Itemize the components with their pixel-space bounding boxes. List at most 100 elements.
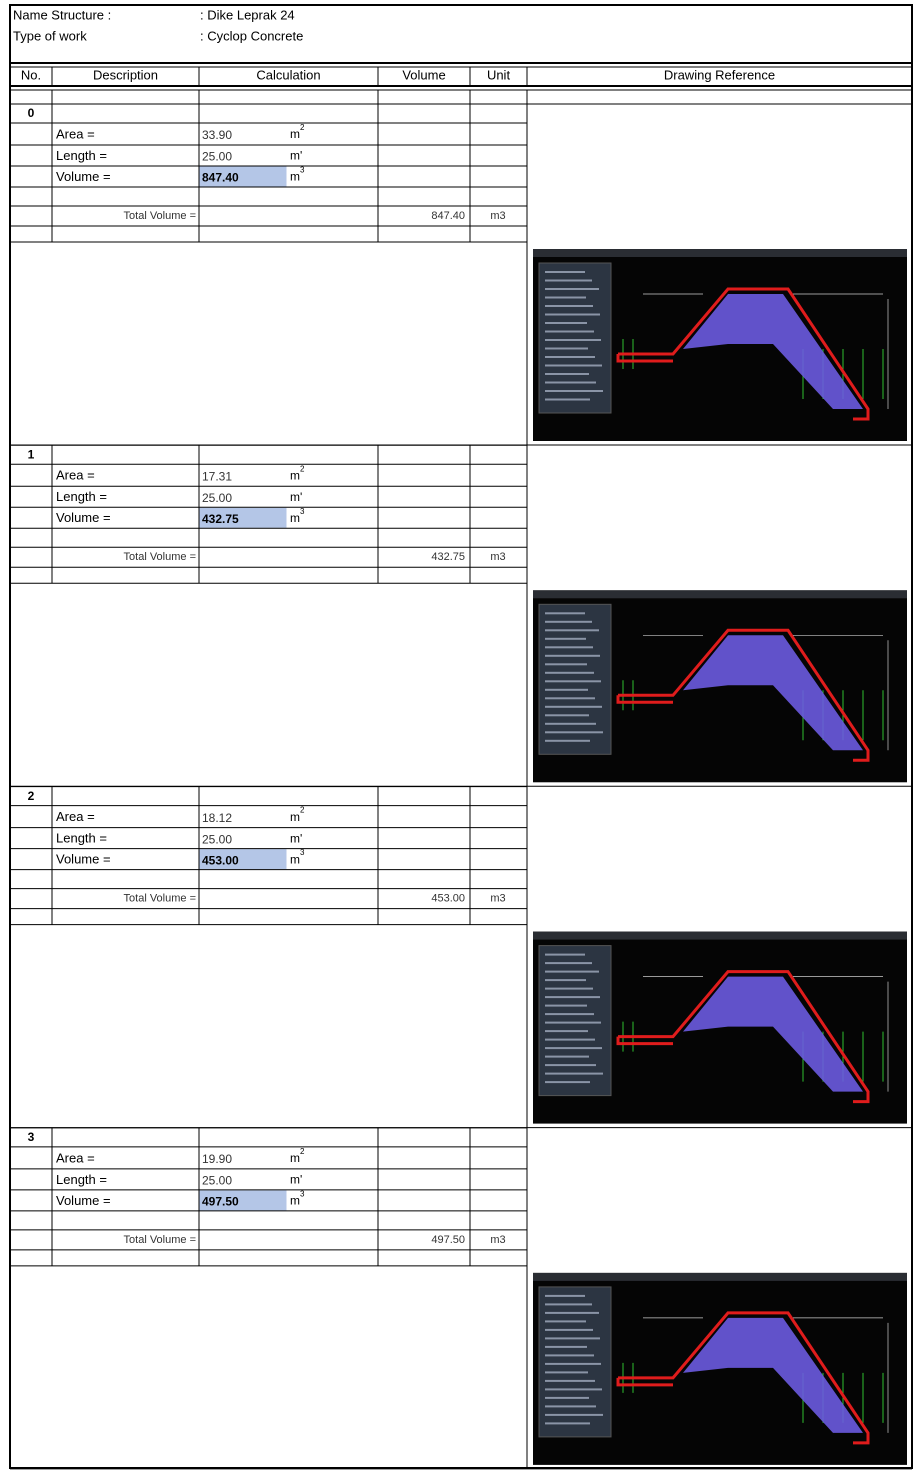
- panel-line: [545, 1038, 595, 1041]
- highlight-cell: [199, 1190, 287, 1211]
- calc-unit: m: [290, 511, 300, 525]
- dike-outline: [616, 628, 870, 762]
- panel-line: [545, 1413, 603, 1416]
- calc-unit-sup: 3: [300, 848, 305, 857]
- panel-line: [545, 722, 596, 725]
- section-no: 3: [28, 1130, 35, 1144]
- total-unit: m3: [490, 893, 505, 905]
- calc-value: 25.00: [202, 150, 232, 164]
- calc-value: 25.00: [202, 491, 232, 505]
- panel-line: [545, 1021, 601, 1024]
- highlight-cell: [199, 166, 287, 187]
- section-no: 1: [28, 447, 35, 461]
- drawing-image: [533, 249, 907, 441]
- total-label: Total Volume =: [124, 1234, 196, 1246]
- panel-line: [545, 1055, 589, 1058]
- panel-line: [545, 970, 599, 973]
- panel-line: [545, 1362, 601, 1365]
- panel-line: [545, 1294, 585, 1297]
- total-unit: m3: [490, 210, 505, 222]
- panel-line: [545, 288, 599, 290]
- panel-line: [545, 313, 600, 316]
- drawing-image: [533, 1272, 907, 1465]
- panel-line: [545, 305, 593, 307]
- name-label: Name Structure :: [13, 7, 111, 22]
- calc-unit-sup: 3: [300, 1190, 305, 1199]
- panel-line: [545, 714, 589, 717]
- panel-line: [545, 339, 601, 341]
- panel-line: [545, 705, 602, 708]
- calc-label: Length =: [56, 831, 107, 846]
- panel-line: [545, 398, 590, 401]
- calc-unit: m: [290, 810, 300, 824]
- column-header: Volume: [402, 67, 445, 82]
- calc-unit-sup: 2: [300, 1147, 305, 1156]
- drawing-image: [533, 590, 907, 783]
- dimension-line: [643, 976, 889, 1092]
- panel-line: [545, 1311, 599, 1314]
- calc-value: 25.00: [202, 832, 232, 846]
- type-value: : Cyclop Concrete: [200, 28, 303, 43]
- panel-line: [545, 364, 602, 367]
- total-value: 847.40: [431, 210, 465, 222]
- panel-line: [545, 1405, 596, 1408]
- panel-line: [545, 390, 603, 392]
- total-label: Total Volume =: [124, 210, 196, 222]
- panel-line: [545, 1013, 594, 1016]
- panel-line: [545, 1030, 588, 1033]
- calc-label: Volume =: [56, 169, 111, 184]
- calc-value: 18.12: [202, 811, 232, 825]
- panel-line: [545, 1337, 600, 1340]
- image-titlebar: [533, 590, 907, 599]
- section-no: 0: [28, 106, 35, 120]
- dike-body: [683, 1317, 863, 1433]
- dike-outline: [616, 1311, 870, 1445]
- panel-line: [545, 1072, 603, 1075]
- calc-unit: m': [290, 1173, 302, 1187]
- image-titlebar: [533, 931, 907, 940]
- calc-value: 17.31: [202, 469, 232, 483]
- panel-line: [545, 1064, 596, 1067]
- panel-line: [545, 322, 587, 324]
- total-label: Total Volume =: [124, 893, 196, 905]
- calc-value: 25.00: [202, 1174, 232, 1188]
- calc-unit: m: [290, 468, 300, 482]
- dike-body: [683, 294, 863, 409]
- dimension-line: [643, 1317, 889, 1433]
- calc-label: Area =: [56, 809, 95, 824]
- panel-line: [545, 629, 599, 632]
- calc-unit: m': [290, 490, 302, 504]
- calc-unit-sup: 2: [300, 464, 305, 473]
- calc-unit: m': [290, 831, 302, 845]
- calc-unit-sup: 3: [300, 507, 305, 516]
- total-label: Total Volume =: [124, 551, 196, 563]
- calc-unit-sup: 2: [300, 806, 305, 815]
- panel-line: [545, 1388, 602, 1391]
- dike-body: [683, 976, 863, 1092]
- calc-value: 453.00: [202, 853, 239, 867]
- calc-value: 847.40: [202, 171, 239, 185]
- type-label: Type of work: [13, 28, 87, 43]
- column-header: Description: [93, 67, 158, 82]
- panel-line: [545, 962, 592, 965]
- total-unit: m3: [490, 551, 505, 563]
- dimension-line: [643, 634, 889, 751]
- panel-line: [545, 356, 595, 358]
- panel-line: [545, 1303, 592, 1306]
- panel-line: [545, 987, 593, 990]
- calc-label: Volume =: [56, 1193, 111, 1208]
- calc-value: 432.75: [202, 512, 239, 526]
- panel-line: [545, 996, 600, 999]
- panel-line: [545, 697, 595, 700]
- calc-value: 33.90: [202, 128, 232, 142]
- panel-line: [545, 688, 588, 691]
- name-value: : Dike Leprak 24: [200, 7, 295, 22]
- panel-line: [545, 1320, 586, 1323]
- panel-line: [545, 330, 594, 333]
- column-header: No.: [21, 67, 41, 82]
- dike-outline: [616, 970, 870, 1104]
- column-header: Calculation: [256, 67, 320, 82]
- panel-line: [545, 1004, 587, 1007]
